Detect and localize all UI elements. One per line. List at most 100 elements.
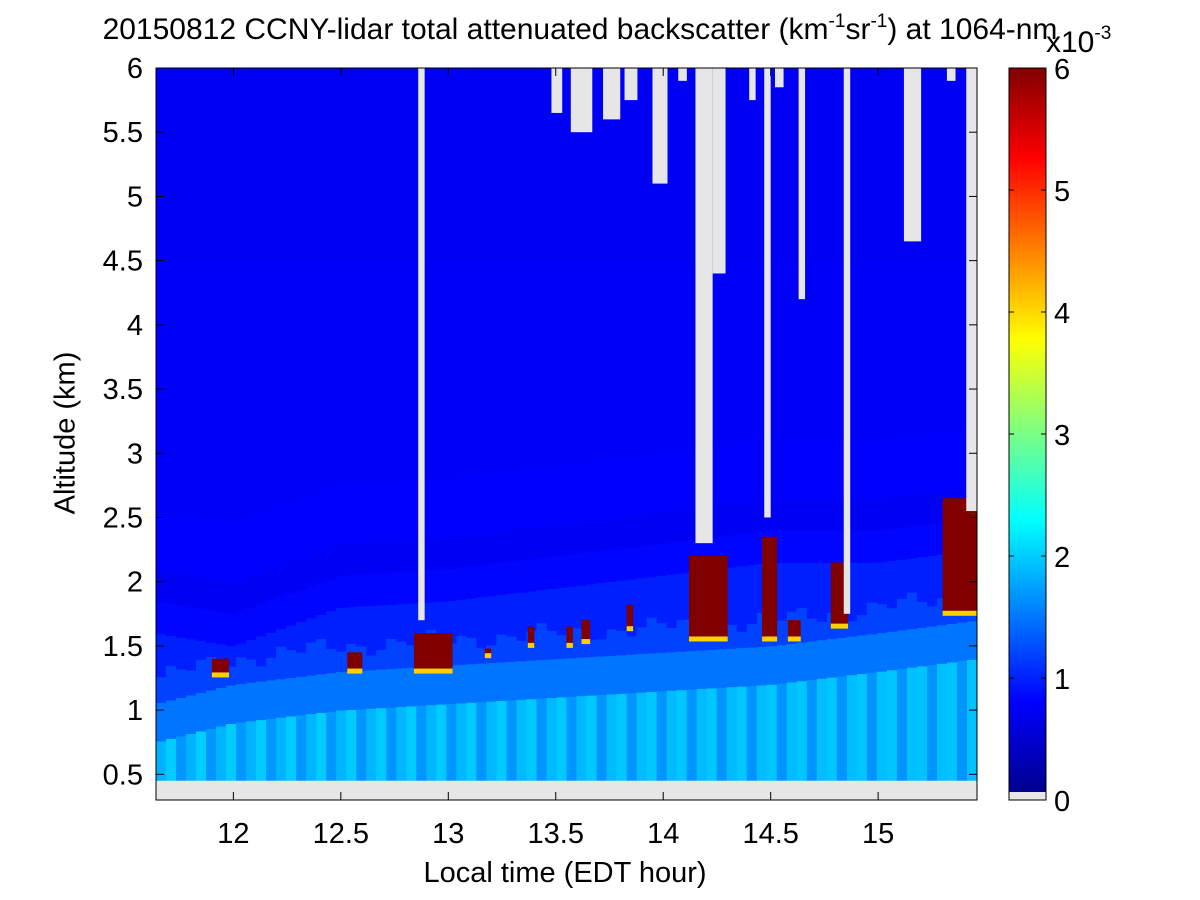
- heatmap-column: [876, 68, 888, 782]
- heatmap-column: [366, 68, 378, 782]
- heatmap-column: [356, 68, 368, 782]
- no-signal-region: [603, 68, 621, 120]
- cloud-base-edge: [484, 653, 492, 659]
- heatmap-column: [816, 68, 828, 782]
- heatmap-column: [666, 68, 678, 782]
- heatmap-column: [466, 68, 478, 782]
- x-tick-label: 13: [432, 818, 464, 850]
- heatmap-column: [896, 68, 908, 782]
- heatmap-column: [556, 68, 568, 782]
- heatmap-column: [826, 68, 838, 782]
- heatmap-column: [476, 68, 488, 782]
- cloud-base-edge: [211, 672, 230, 678]
- cloud-base-edge: [762, 636, 778, 642]
- y-tick-label: 0.5: [103, 759, 143, 791]
- no-signal-region: [798, 68, 806, 300]
- cloud-base-edge: [942, 610, 977, 616]
- heatmap-column: [536, 68, 548, 782]
- no-signal-region: [652, 68, 668, 184]
- heatmap-column: [786, 68, 798, 782]
- cloud-layer: [581, 620, 591, 643]
- heatmap-column: [526, 68, 538, 782]
- x-axis-label: Local time (EDT hour): [423, 857, 707, 889]
- heatmap-column: [566, 68, 578, 782]
- heatmap-column: [386, 68, 398, 782]
- x-tick-label: 14: [647, 818, 679, 850]
- cloud-base-edge: [347, 668, 363, 674]
- heatmap-column: [236, 68, 247, 782]
- heatmap-column: [246, 68, 257, 782]
- y-tick-label: 3.5: [103, 374, 143, 406]
- heatmap-column: [926, 68, 938, 782]
- cloud-layer: [942, 498, 977, 614]
- y-tick-label: 5.5: [103, 117, 143, 149]
- heatmap-column: [266, 68, 277, 782]
- cloud-base-edge: [566, 642, 573, 648]
- heatmap-column: [726, 68, 738, 782]
- y-axis-label: Altitude (km): [49, 351, 82, 515]
- cloud-base-edge: [787, 636, 801, 642]
- colorbar-gradient: [1009, 68, 1046, 792]
- cloud-layer: [566, 626, 573, 646]
- no-signal-region: [903, 68, 922, 242]
- no-signal-region: [843, 68, 851, 614]
- heatmap-column: [776, 68, 788, 782]
- heatmap-column: [546, 68, 558, 782]
- heatmap-column: [426, 68, 438, 782]
- no-signal-region: [551, 68, 563, 113]
- cloud-base-edge: [689, 636, 728, 642]
- heatmap-column: [286, 68, 297, 782]
- heatmap-column: [806, 68, 818, 782]
- no-signal-region: [695, 68, 713, 544]
- no-signal-region: [624, 68, 638, 101]
- y-tick-label: 5: [127, 181, 143, 213]
- heatmap-column: [186, 68, 197, 782]
- heatmap-column: [296, 68, 307, 782]
- heatmap-column: [326, 68, 338, 782]
- heatmap-column: [916, 68, 928, 782]
- plot-frame: [155, 67, 978, 801]
- heatmap-column: [436, 68, 448, 782]
- title-sup-2: -1: [870, 11, 888, 32]
- no-signal-region: [418, 68, 425, 621]
- y-tick-label: 3: [127, 438, 143, 470]
- colorbar: 0 1 2 3 4 5 6: [1008, 54, 1070, 818]
- no-signal-region: [946, 68, 956, 81]
- heatmap-column: [496, 68, 508, 782]
- title-text-suffix: ) at 1064-nm: [887, 13, 1058, 46]
- colorbar-exponent: x10-3: [1046, 24, 1111, 60]
- y-tick-label: 4.5: [103, 246, 143, 278]
- heatmap-column: [606, 68, 618, 782]
- colorbar-tick-label: 2: [1054, 542, 1070, 574]
- heatmap-column: [156, 68, 167, 782]
- heatmap-column: [276, 68, 287, 782]
- cloud-base-edge: [626, 626, 634, 632]
- heatmap-column: [746, 68, 758, 782]
- plot-area: [156, 68, 977, 800]
- cloud-layer: [787, 620, 801, 640]
- heatmap-column: [596, 68, 608, 782]
- cloud-layer: [347, 652, 363, 672]
- y-tick-label: 2.5: [103, 502, 143, 534]
- heatmap-column: [316, 68, 328, 782]
- cloud-layer: [762, 536, 778, 640]
- heatmap-column: [856, 68, 868, 782]
- title-text: 20150812 CCNY-lidar total attenuated bac…: [102, 13, 829, 46]
- cloud-layer: [211, 658, 230, 676]
- heatmap-column: [626, 68, 638, 782]
- no-data-band: [156, 780, 977, 800]
- cloud-layer: [626, 604, 634, 630]
- colorbar-exponent-base: x10: [1046, 26, 1095, 59]
- cloud-base-edge: [830, 623, 849, 629]
- no-signal-region: [712, 68, 726, 274]
- colorbar-tick-label: 5: [1054, 176, 1070, 208]
- heatmap-column: [396, 68, 408, 782]
- colorbar-tick-label: 4: [1054, 298, 1070, 330]
- heatmap-column: [226, 68, 237, 782]
- heatmap-column: [486, 68, 498, 782]
- no-signal-region: [749, 68, 756, 101]
- heatmap-column: [946, 68, 958, 782]
- colorbar-tick-label: 6: [1054, 54, 1070, 86]
- x-tick-label: 13.5: [528, 818, 584, 850]
